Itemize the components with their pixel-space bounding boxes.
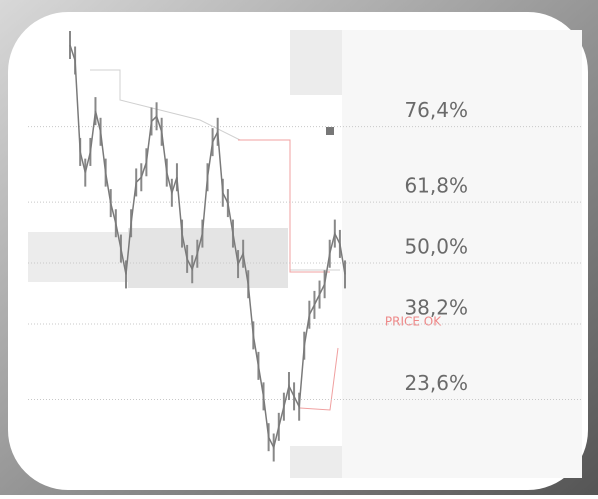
level-label: 38,2% — [404, 296, 468, 320]
level-label: 76,4% — [404, 98, 468, 122]
background-zones — [28, 30, 582, 478]
level-label: 50,0% — [404, 235, 468, 259]
stop-line-low — [299, 347, 339, 411]
level-label: 23,6% — [404, 371, 468, 395]
annotation: PRICE OK — [385, 315, 442, 329]
marker — [326, 127, 334, 135]
price-line — [69, 44, 346, 450]
stop-line — [238, 139, 330, 273]
level-label: 61,8% — [404, 174, 468, 198]
